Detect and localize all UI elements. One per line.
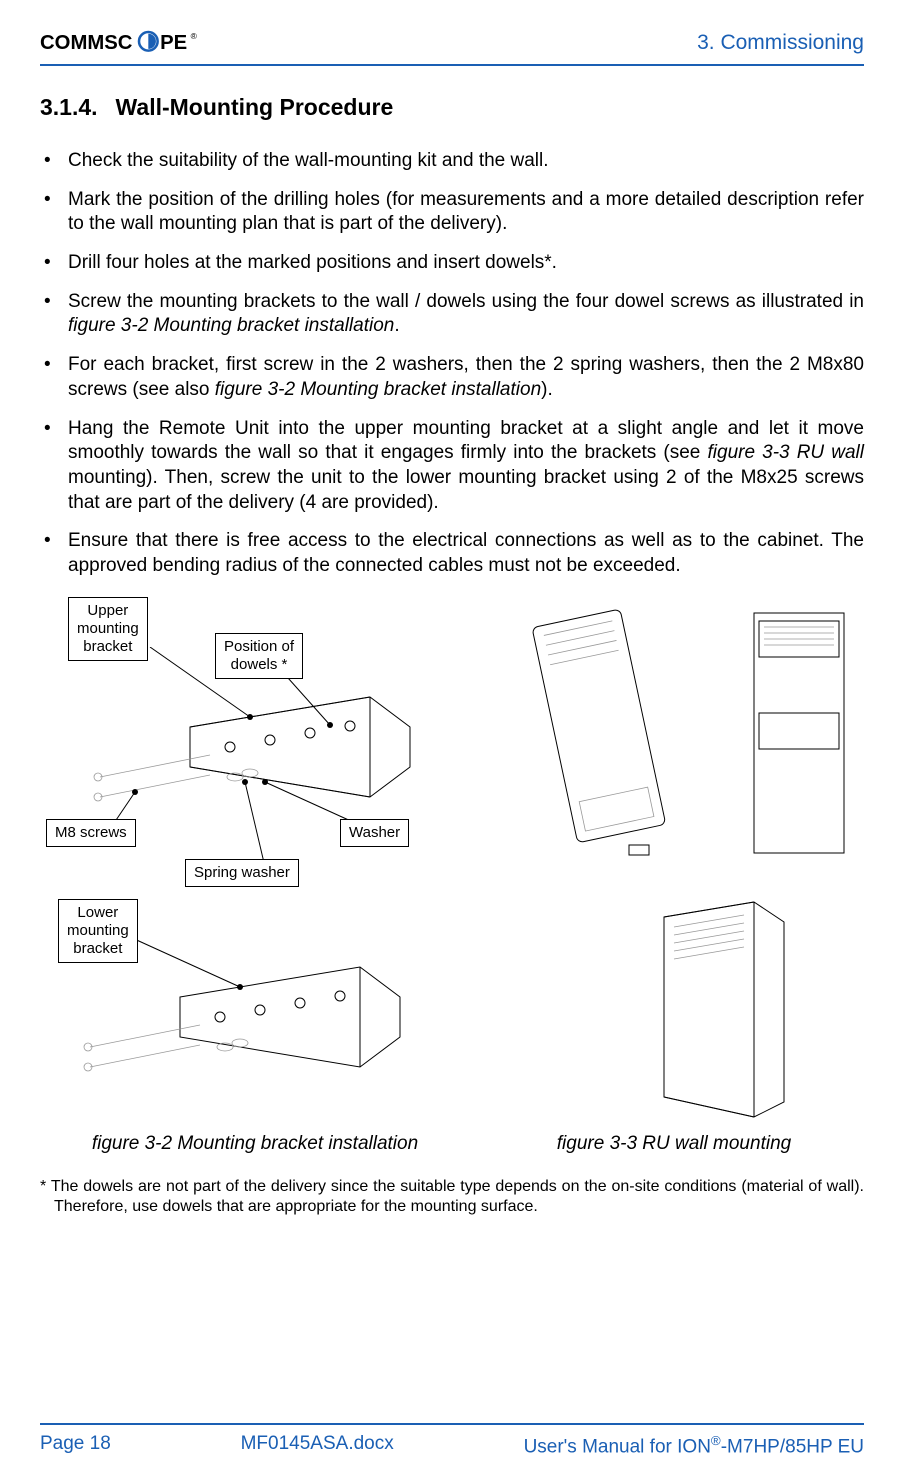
callout-lower-bracket: Lower mounting bracket xyxy=(58,899,138,963)
ru-mounted-icon xyxy=(604,887,824,1127)
procedure-list: Check the suitability of the wall-mounti… xyxy=(40,149,864,579)
list-item: Check the suitability of the wall-mounti… xyxy=(40,149,864,174)
figure-left: Upper mounting bracket Position of dowel… xyxy=(40,597,470,1155)
callout-m8-screws: M8 screws xyxy=(46,819,136,847)
section-number: 3.1.4. xyxy=(40,94,98,120)
callout-upper-bracket: Upper mounting bracket xyxy=(68,597,148,661)
chapter-title: 3. Commissioning xyxy=(697,31,864,55)
list-item: Drill four holes at the marked positions… xyxy=(40,251,864,276)
page-header: COMMSC PE ® 3. Commissioning xyxy=(40,28,864,66)
list-item: Ensure that there is free access to the … xyxy=(40,529,864,578)
wall-brackets-icon xyxy=(734,603,864,863)
figure-left-caption: figure 3-2 Mounting bracket installation xyxy=(40,1133,470,1155)
bracket-diagram: Upper mounting bracket Position of dowel… xyxy=(40,597,470,1127)
list-item: Screw the mounting brackets to the wall … xyxy=(40,290,864,339)
footnote: * The dowels are not part of the deliver… xyxy=(40,1177,864,1219)
registered-icon: ® xyxy=(711,1433,721,1448)
svg-text:COMMSC: COMMSC xyxy=(40,32,133,54)
figure-right-caption: figure 3-3 RU wall mounting xyxy=(484,1133,864,1155)
figures-row: Upper mounting bracket Position of dowel… xyxy=(40,597,864,1155)
section-heading: 3.1.4. Wall-Mounting Procedure xyxy=(40,94,864,121)
figure-right: figure 3-3 RU wall mounting xyxy=(484,597,864,1155)
list-item: Hang the Remote Unit into the upper moun… xyxy=(40,417,864,516)
list-item: For each bracket, first screw in the 2 w… xyxy=(40,353,864,402)
callout-washer: Washer xyxy=(340,819,409,847)
ru-tilted-icon xyxy=(484,597,704,867)
svg-text:®: ® xyxy=(191,31,198,41)
page-footer: Page 18 MF0145ASA.docx User's Manual for… xyxy=(40,1423,864,1458)
list-item: Mark the position of the drilling holes … xyxy=(40,188,864,237)
section-title: Wall-Mounting Procedure xyxy=(116,94,394,120)
callout-dowels: Position of dowels * xyxy=(215,633,303,679)
brand-logo: COMMSC PE ® xyxy=(40,28,260,58)
footer-manual: User's Manual for ION®-M7HP/85HP EU xyxy=(524,1433,864,1458)
footer-page: Page 18 xyxy=(40,1433,111,1458)
callout-spring-washer: Spring washer xyxy=(185,859,299,887)
footer-docfile: MF0145ASA.docx xyxy=(241,1433,394,1458)
ru-mounting-diagram xyxy=(484,597,864,1127)
svg-text:PE: PE xyxy=(160,32,187,54)
